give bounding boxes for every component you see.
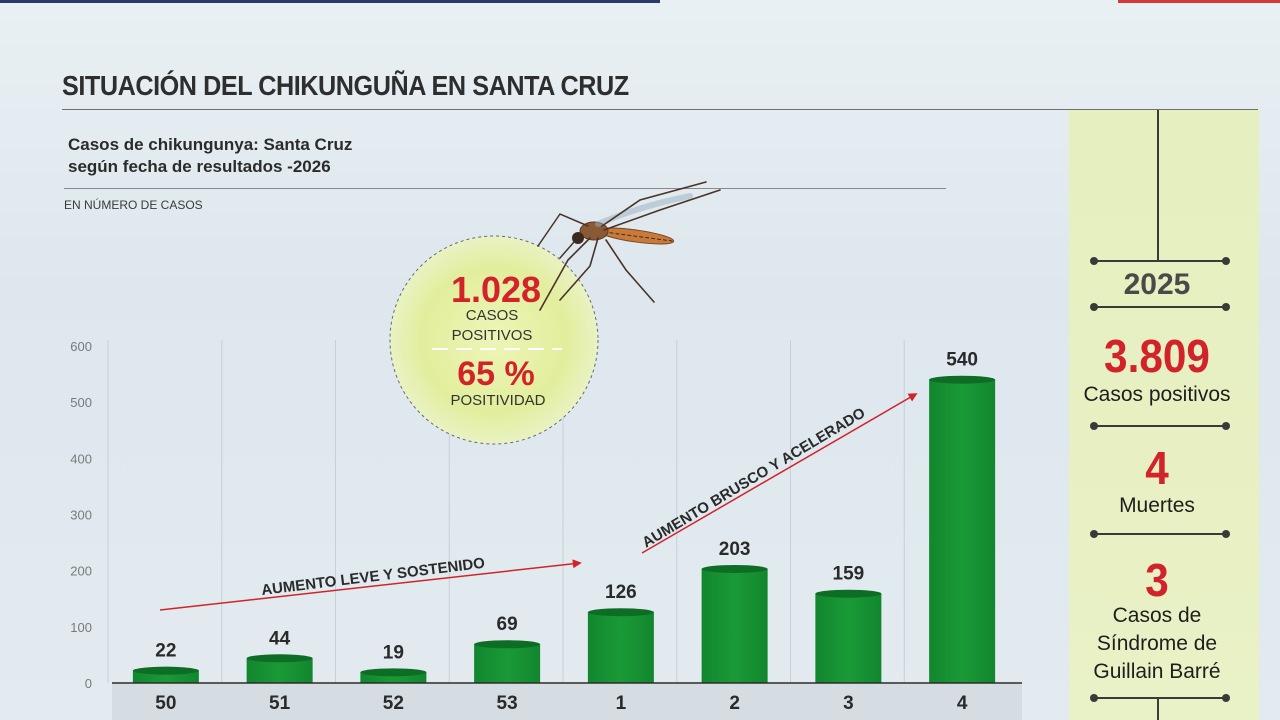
highlight-positivity-label: POSITIVIDAD — [450, 392, 545, 409]
x-tick-label: 2 — [729, 693, 740, 714]
x-axis-band — [112, 684, 1022, 720]
summary-panel — [1069, 110, 1259, 720]
y-tick-label: 600 — [70, 339, 92, 354]
x-tick-label: 50 — [155, 693, 176, 714]
bar-cap — [929, 375, 996, 384]
x-tick-label: 4 — [957, 693, 968, 714]
summary-gb-label-2: Síndrome de — [1096, 632, 1218, 655]
bar-cap — [701, 564, 768, 573]
panel-rule-1 — [1090, 257, 1230, 265]
bars — [132, 375, 996, 683]
bar — [474, 644, 541, 683]
bar-cap — [132, 666, 199, 675]
panel-connector-bottom — [1157, 699, 1159, 720]
summary-deaths-value: 4 — [1145, 442, 1169, 494]
bar — [246, 658, 313, 683]
x-tick-label: 3 — [843, 693, 854, 714]
x-tick-label: 53 — [497, 693, 518, 714]
summary-gb-label-1: Casos de — [1112, 604, 1202, 627]
y-tick-label: 0 — [85, 676, 92, 691]
bar-cap — [360, 668, 427, 677]
page-title: SITUACIÓN DEL CHIKUNGUÑA EN SANTA CRUZ — [62, 70, 629, 101]
x-axis-ticks: 50 51 52 53 1 2 3 4 — [155, 693, 968, 714]
trend-fast-annotation: AUMENTO BRUSCO Y ACELERADO — [639, 393, 918, 554]
highlight-cases-value: 1.028 — [451, 269, 541, 310]
chart-subtitle: Casos de chikungunya: Santa Cruz según f… — [68, 134, 468, 178]
panel-rule-5 — [1090, 694, 1230, 702]
y-tick-label: 500 — [70, 395, 92, 410]
subtitle-divider — [64, 188, 946, 189]
bar — [360, 672, 427, 683]
bar-value-label: 203 — [719, 539, 751, 560]
bar-chart: 0 100 200 300 400 500 600 1.028 CASOS POSITIVO… — [70, 181, 1022, 720]
bar-value-label: 19 — [383, 642, 404, 663]
title-divider — [62, 109, 1258, 110]
panel-rule-4 — [1090, 530, 1230, 538]
trend-fast-arrow — [641, 393, 918, 554]
panel-rule-2 — [1090, 303, 1230, 311]
bar-value-label: 540 — [946, 350, 978, 371]
bar — [701, 568, 768, 683]
y-tick-label: 200 — [70, 564, 92, 579]
bar-value-label: 159 — [833, 564, 865, 585]
bar-value-label: 69 — [497, 614, 518, 635]
bar — [587, 612, 654, 683]
value-labels: 22 44 19 69 126 203 159 540 — [155, 350, 978, 664]
panel-rule-3 — [1090, 422, 1230, 430]
panel-connector-top — [1157, 110, 1159, 260]
y-tick-label: 400 — [70, 451, 92, 466]
bar-value-label: 126 — [605, 582, 637, 603]
trend-slow-arrow — [159, 559, 582, 611]
x-tick-label: 51 — [269, 693, 291, 714]
summary-year: 2025 — [1123, 268, 1191, 301]
x-tick-label: 52 — [383, 693, 404, 714]
top-accent-strip — [0, 0, 660, 3]
top-accent-strip-red — [1118, 0, 1280, 3]
highlight-cases-label-2: POSITIVOS — [452, 327, 533, 344]
chart-subtitle-line-2: según fecha de resultados -2026 — [68, 157, 331, 176]
y-tick-label: 100 — [70, 620, 92, 635]
bar-cap — [246, 654, 313, 663]
bar-value-label: 44 — [269, 628, 291, 649]
highlight-positivity-value: 65 % — [457, 355, 535, 393]
chart-subtitle-line-1: Casos de chikungunya: Santa Cruz — [68, 135, 353, 154]
highlight-circle: 1.028 CASOS POSITIVOS 65 % POSITIVIDAD — [389, 235, 599, 445]
summary-deaths-label: Muertes — [1119, 494, 1195, 517]
highlight-cases-label-1: CASOS — [466, 307, 519, 324]
mosquito-illustration — [537, 181, 721, 311]
trend-fast-label: AUMENTO BRUSCO Y ACELERADO — [639, 404, 868, 551]
x-tick-label: 1 — [616, 693, 627, 714]
highlight-circle-bg — [389, 235, 599, 445]
bar-cap — [587, 608, 654, 617]
summary-gb-value: 3 — [1145, 554, 1169, 606]
unit-note: EN NÚMERO DE CASOS — [64, 198, 203, 212]
bar-value-label: 22 — [155, 641, 176, 662]
bar-cap — [474, 640, 541, 649]
y-axis-ticks: 0 100 200 300 400 500 600 — [70, 339, 92, 691]
summary-gb-label-3: Guillain Barré — [1093, 660, 1221, 683]
summary-positive-label: Casos positivos — [1083, 383, 1231, 406]
trend-slow-annotation: AUMENTO LEVE Y SOSTENIDO — [159, 555, 582, 611]
bar — [815, 593, 882, 683]
summary-positive-value: 3.809 — [1104, 330, 1210, 382]
y-tick-label: 300 — [70, 508, 92, 523]
bar — [929, 379, 996, 683]
bar-cap — [815, 589, 882, 598]
